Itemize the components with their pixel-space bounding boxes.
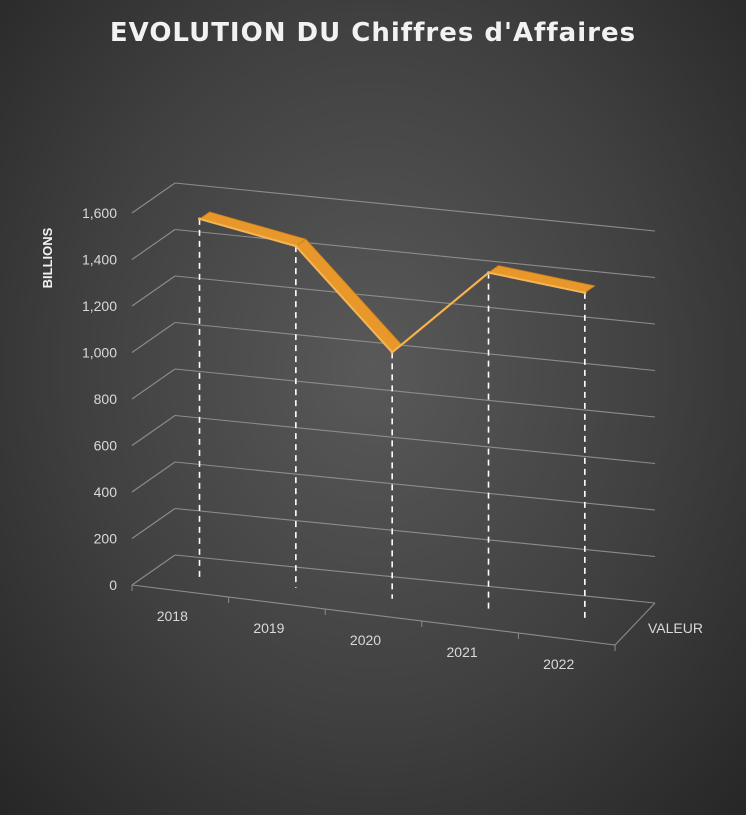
gridline-side: [131, 182, 176, 214]
gridline-back: [174, 507, 656, 558]
line-segment: [199, 217, 297, 248]
x-axis-line: [131, 584, 616, 646]
gridline-side: [131, 275, 176, 307]
y-tick-label: 400: [94, 484, 118, 500]
x-tick-label: 2019: [253, 620, 284, 636]
data-point: [390, 350, 394, 354]
chart-title: EVOLUTION DU Chiffres d'Affaires: [109, 18, 637, 48]
floor-right-edge: [614, 602, 656, 646]
y-tick-label: 1,600: [82, 205, 117, 221]
y-tick-label: 800: [94, 391, 118, 407]
gridline-side: [131, 415, 176, 446]
gridline-back: [174, 368, 656, 418]
data-point: [583, 291, 587, 295]
gridline-side: [131, 229, 176, 260]
gridline-side: [131, 461, 176, 493]
gridline-back: [174, 461, 656, 511]
ribbon-segment: [198, 211, 307, 247]
line-segment: [391, 271, 490, 354]
gridline-side: [131, 368, 176, 400]
y-tick-label: 600: [94, 438, 118, 454]
gridline-back: [174, 414, 656, 465]
gridline-side: [131, 508, 176, 539]
y-tick-label: 1,400: [82, 252, 117, 268]
data-point: [294, 244, 298, 248]
series-label: VALEUR: [648, 620, 703, 636]
data-point: [198, 217, 202, 221]
x-tick-label: 2022: [543, 656, 574, 672]
y-tick-label: 200: [94, 531, 118, 547]
gridline-side: [131, 322, 176, 353]
ribbon-segment: [295, 238, 403, 353]
gridline-back: [174, 228, 656, 279]
gridline-back: [174, 275, 656, 325]
y-tick-label: 1,200: [82, 298, 117, 314]
x-tick-label: 2018: [157, 608, 188, 624]
line-segment: [488, 271, 586, 294]
gridline-back: [174, 182, 656, 232]
data-point: [487, 271, 491, 275]
y-tick-label: 1,000: [82, 345, 117, 361]
x-tick-label: 2020: [350, 632, 381, 648]
y-tick-label: 0: [109, 577, 117, 593]
gridline-back: [174, 321, 656, 372]
gridline-back: [174, 554, 656, 604]
y-axis-title: BILLIONS: [40, 227, 55, 288]
gridline-side: [131, 554, 176, 586]
line-segment: [295, 245, 393, 354]
x-tick-label: 2021: [447, 644, 478, 660]
